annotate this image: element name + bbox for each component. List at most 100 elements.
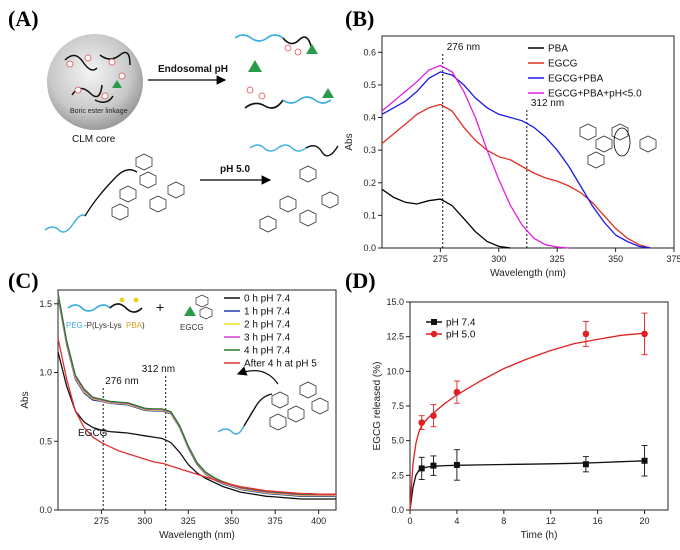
bottom-left-rings — [111, 153, 185, 221]
chart-d-series-ph-5-0-point — [453, 388, 461, 396]
chart-d-ylabel: EGCG released (%) — [372, 362, 383, 451]
chart-b-ytick-label: 0.6 — [363, 47, 376, 57]
ph5-label: pH 5.0 — [220, 164, 250, 175]
chart-d-ytick-label: 2.5 — [391, 470, 404, 480]
chart-b-series-pba-line — [381, 188, 511, 249]
chart-d-xtick-label: 16 — [593, 516, 603, 526]
chart-c-ylabel: Abs — [20, 391, 31, 408]
chart-b-series-egcg-line — [381, 103, 651, 249]
chart-c-series-0-h-ph-7-4-legend-label: 0 h pH 7.4 — [244, 294, 291, 305]
chart-b-series-pba-legend-label: PBA — [548, 44, 568, 55]
chart-b-annotation-label: 312 nm — [531, 98, 564, 109]
panel-c-label: (C) — [8, 268, 39, 293]
released-pba-units — [246, 44, 302, 100]
panel-b-inset-structure — [579, 123, 657, 169]
released-egcg-icon-2 — [306, 44, 318, 54]
chart-d-series-ph-7-4-legend-label: pH 7.4 — [446, 318, 476, 329]
egcg-inset-label: EGCG — [180, 323, 204, 332]
chart-d-xtick-label: 12 — [546, 516, 556, 526]
chart-b-series-egcg-legend-label: EGCG — [548, 59, 578, 70]
chart-d-xtick-label: 4 — [454, 516, 459, 526]
chart-b-xlabel: Wavelength (nm) — [490, 268, 566, 279]
clm-core-sphere — [47, 34, 143, 130]
chart-c-ytick-label: 1.5 — [39, 299, 52, 309]
panel-d-label: (D) — [345, 268, 376, 293]
peg-label: PEG — [66, 321, 83, 330]
chart-d-xlabel: Time (h) — [521, 530, 558, 541]
chart-b-xtick-label: 300 — [491, 254, 506, 264]
chart-d-series-ph-7-4-point — [430, 462, 437, 469]
pba-label: PBA — [126, 321, 143, 330]
clm-core-label: CLM core — [72, 134, 116, 145]
chart-c-annotation-label: 312 nm — [142, 364, 175, 375]
panel-b: (B) 275 300 325 350 375 0.0 0.1 0.2 0.3 0.4 0.5 0.6… — [344, 6, 680, 279]
chart-b-ytick-label: 0.0 — [363, 243, 376, 253]
panel-a-label: (A) — [8, 6, 39, 31]
released-products-top — [234, 34, 332, 109]
chart-c-ytick-label: 0.5 — [39, 436, 52, 446]
chart-b-xtick-label: 275 — [433, 254, 448, 264]
chart-b-ytick-label: 0.3 — [363, 145, 376, 155]
panel-c-polymer-inset: PEG -P(Lys-Lys PBA ) + EGCG — [66, 294, 213, 332]
chart-d-ytick-label: 5.0 — [391, 436, 404, 446]
panel-b-label: (B) — [345, 6, 374, 31]
chart-d-series-ph-7-4-point — [418, 465, 425, 472]
chart-d-xtick-label: 0 — [407, 516, 412, 526]
chart-c-xlabel: Wavelength (nm) — [159, 530, 235, 541]
chart-c-ytick-label: 1.0 — [39, 368, 52, 378]
egcg-inset-icon — [184, 306, 196, 316]
chart-d-series-ph-5-0-point — [430, 412, 437, 420]
chart-d-series-ph-7-4-point — [453, 461, 460, 468]
egcg-peak-label: EGCG — [78, 428, 108, 439]
chart-c-xtick-label: 300 — [137, 516, 152, 526]
chart-c-xtick-label: 325 — [181, 516, 196, 526]
chart-b-xtick-label: 350 — [608, 254, 623, 264]
chart-b-xtick-label: 375 — [666, 254, 680, 264]
chart-b-series-egcg-pba-ph-5-0-line — [381, 64, 569, 249]
chart-c-series-after-4-h-at-ph-5-legend-label: After 4 h at pH 5 — [244, 359, 317, 370]
egcg-triangle-icon — [112, 80, 122, 88]
chart-d: 0 4 8 12 16 20 0.0 2.5 5.0 7.5 10.0 12.5 15.0 Time (h… — [372, 297, 669, 541]
chart-d-ytick-label: 0.0 — [391, 505, 404, 515]
chart-c: 275 300 325 350 375 400 0.0 0.5 1.0 1.5 Wavelength… — [20, 289, 337, 541]
endosomal-ph-label: Endosomal pH — [158, 64, 228, 75]
chart-b-frame — [381, 35, 675, 249]
chart-c-series-after-4-h-at-ph-5-line — [57, 337, 336, 495]
chart-c-series-4-h-ph-7-4-line — [57, 292, 336, 495]
chart-c-frame — [57, 289, 337, 511]
plys-label: -P(Lys-Lys — [84, 321, 122, 330]
chart-d-series-ph-5-0-point — [641, 330, 648, 338]
chart-d-series-ph-5-0-point — [418, 419, 426, 426]
chart-d-xtick-label: 20 — [640, 516, 650, 526]
chart-c-ytick-label: 0.0 — [39, 505, 52, 515]
released-egcg-icon-1 — [248, 60, 262, 72]
chart-d-ytick-label: 10.0 — [386, 366, 404, 376]
bottom-right-structure — [249, 144, 339, 157]
panel-c: (C) 275 300 325 350 375 400 0.0 0.5 1.0 1.5 Wavele… — [8, 268, 337, 541]
chart-d-series-ph-5-0-fit-line — [409, 332, 645, 511]
chart-d-series-ph-5-0-point — [582, 330, 590, 338]
chart-d-ytick-label: 7.5 — [391, 401, 404, 411]
panel-a: (A) Boric ester linkage CLM core Endosom… — [8, 6, 339, 233]
chart-c-series-2-h-ph-7-4-legend-label: 2 h pH 7.4 — [244, 320, 291, 331]
chart-d-ytick-label: 12.5 — [386, 332, 404, 342]
chart-c-xtick-label: 350 — [224, 516, 239, 526]
chart-b-ytick-label: 0.2 — [363, 178, 376, 188]
plus-sign: + — [156, 299, 164, 315]
chart-b-ytick-label: 0.4 — [363, 113, 376, 123]
chart-c-xtick-label: 375 — [268, 516, 283, 526]
chart-d-series-ph-5-0-legend-marker — [430, 330, 438, 338]
chart-c-xtick-label: 400 — [311, 516, 326, 526]
chart-d-series-ph-7-4-point — [582, 461, 589, 468]
chart-b: 275 300 325 350 375 0.0 0.1 0.2 0.3 0.4 0.5 0.6 Wave… — [344, 35, 680, 279]
released-egcg-icon-3 — [322, 88, 334, 98]
chart-c-series-3-h-ph-7-4-legend-label: 3 h pH 7.4 — [244, 333, 291, 344]
chart-d-ytick-label: 15.0 — [386, 297, 404, 307]
chart-b-series-egcg-pba-line — [381, 71, 651, 249]
chart-d-xtick-label: 8 — [501, 516, 506, 526]
chart-b-annotation-label: 276 nm — [447, 42, 480, 53]
chart-c-series-4-h-ph-7-4-legend-label: 4 h pH 7.4 — [244, 346, 291, 357]
bond-label: Boric ester linkage — [70, 108, 128, 115]
chart-b-ytick-label: 0.5 — [363, 80, 376, 90]
